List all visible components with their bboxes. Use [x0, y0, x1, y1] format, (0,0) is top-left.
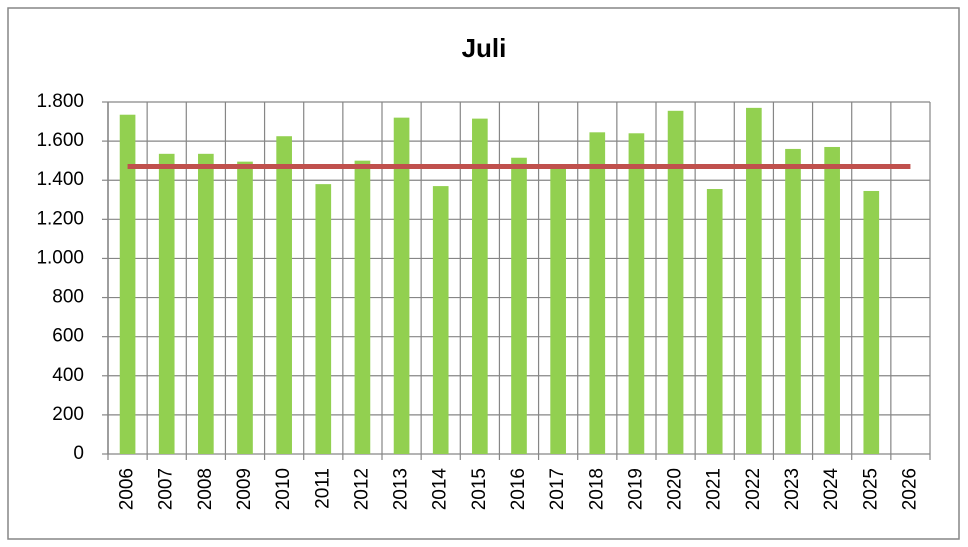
x-tick-label: 2012 [351, 468, 372, 510]
bar [393, 117, 410, 455]
y-tick-label: 1.000 [36, 247, 84, 268]
bar [276, 136, 292, 454]
y-tick-label: 1.800 [36, 91, 84, 112]
chart-title: Juli [462, 33, 507, 63]
x-tick-label: 2016 [508, 468, 529, 510]
y-tick-label: 400 [52, 365, 84, 386]
x-tick-label: 2021 [704, 468, 725, 510]
x-tick-label: 2008 [195, 468, 216, 510]
bar [746, 107, 762, 454]
y-tick-label: 1.600 [36, 130, 84, 151]
bar [472, 118, 488, 454]
x-tick-label: 2015 [469, 468, 490, 510]
x-tick-label: 2018 [586, 468, 607, 510]
x-tick-label: 2024 [821, 468, 842, 511]
bar [158, 153, 175, 455]
bar [824, 146, 840, 454]
x-tick-label: 2026 [899, 468, 920, 510]
bar [589, 132, 606, 455]
x-tick-label: 2013 [391, 468, 412, 510]
bar [432, 186, 449, 455]
y-tick-label: 600 [52, 326, 84, 347]
x-tick-label: 2011 [312, 468, 333, 509]
x-tick-label: 2020 [665, 468, 686, 510]
bar [511, 157, 527, 454]
x-tick-label: 2019 [625, 468, 646, 510]
bar [863, 190, 880, 454]
x-tick-label: 2009 [234, 468, 255, 510]
y-tick-label: 0 [73, 443, 84, 464]
y-tick-label: 1.200 [36, 208, 84, 229]
x-tick-label: 2023 [782, 468, 803, 510]
y-tick-label: 800 [52, 287, 84, 308]
y-tick-label: 1.400 [36, 169, 84, 190]
bar [667, 110, 684, 455]
bar [785, 148, 801, 454]
bar [237, 161, 253, 454]
x-tick-label: 2006 [117, 468, 138, 510]
bar [119, 114, 136, 454]
x-tick-label: 2025 [860, 468, 881, 510]
bar [315, 184, 332, 454]
bar [706, 189, 723, 454]
x-tick-label: 2014 [430, 468, 451, 511]
bar [354, 160, 371, 454]
bar [628, 133, 645, 455]
bar [550, 167, 566, 454]
x-tick-label: 2022 [743, 468, 764, 510]
x-tick-label: 2007 [156, 468, 177, 510]
x-tick-label: 2017 [547, 468, 568, 510]
x-tick-label: 2010 [273, 468, 294, 510]
y-tick-label: 200 [52, 404, 84, 425]
bar [198, 153, 214, 455]
